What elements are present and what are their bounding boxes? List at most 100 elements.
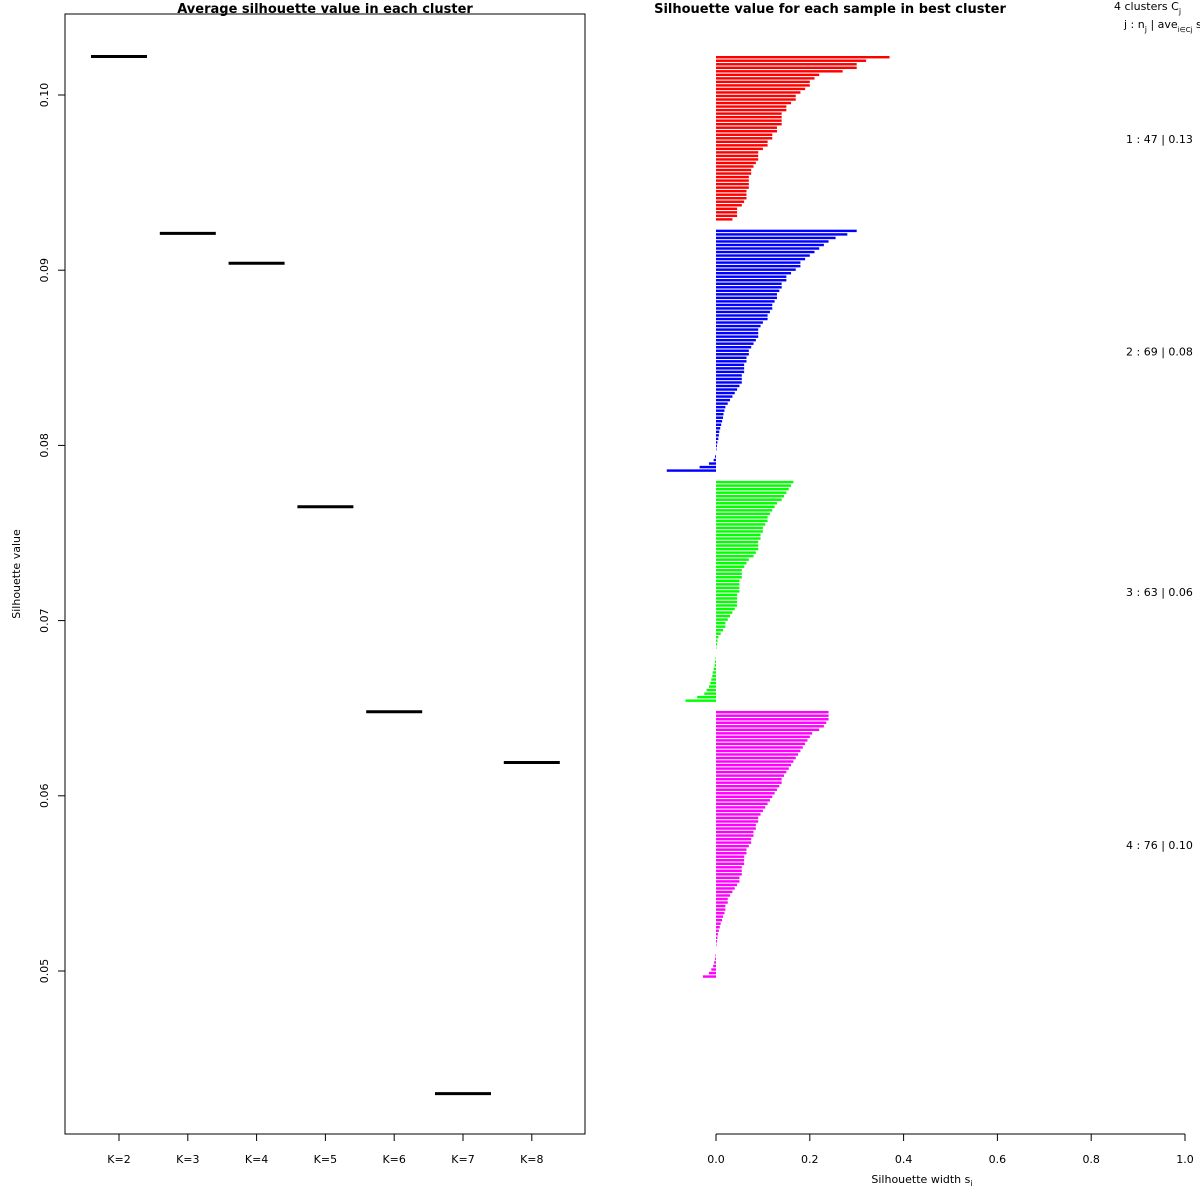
sample-bar bbox=[716, 792, 775, 795]
sample-bar bbox=[716, 487, 789, 491]
sample-bar bbox=[716, 91, 801, 94]
sample-bar bbox=[716, 314, 768, 317]
sample-bar bbox=[716, 611, 733, 614]
sample-bar bbox=[708, 685, 716, 688]
sample-bar bbox=[716, 200, 745, 203]
sample-bar bbox=[716, 108, 787, 112]
sample-bar bbox=[685, 699, 716, 702]
sample-bar bbox=[716, 621, 726, 625]
sample-bar bbox=[716, 214, 738, 218]
sample-bar bbox=[713, 964, 716, 968]
sample-bar bbox=[712, 674, 716, 678]
sample-bar bbox=[714, 664, 716, 667]
sample-bar bbox=[716, 409, 725, 412]
sample-bar bbox=[716, 388, 738, 391]
sample-bar bbox=[716, 837, 752, 841]
sample-bar bbox=[716, 395, 733, 398]
sample-bar bbox=[716, 732, 813, 735]
sample-bar bbox=[716, 940, 717, 943]
sample-bar bbox=[716, 437, 719, 441]
sample-bar bbox=[716, 763, 792, 767]
sample-bar bbox=[716, 126, 777, 129]
sample-bar bbox=[716, 904, 726, 908]
sample-bar bbox=[716, 133, 773, 136]
sample-bar bbox=[716, 753, 799, 756]
sample-bar bbox=[716, 105, 787, 108]
sample-bar bbox=[716, 855, 745, 858]
cluster-3-bars bbox=[685, 480, 794, 702]
sample-bar bbox=[716, 618, 728, 621]
sample-bar bbox=[716, 915, 724, 918]
sample-bar bbox=[716, 890, 733, 894]
sample-bar bbox=[708, 971, 716, 975]
sample-bar bbox=[716, 115, 782, 119]
sample-bar bbox=[716, 749, 801, 753]
sample-bar bbox=[716, 770, 787, 774]
sample-bar bbox=[716, 519, 768, 523]
left-y-tick-label: 0.07 bbox=[38, 608, 51, 633]
sample-bar bbox=[716, 628, 724, 632]
sample-bar bbox=[716, 140, 768, 144]
sample-bar bbox=[716, 576, 742, 579]
sample-bar bbox=[716, 572, 742, 575]
sample-bar bbox=[716, 161, 756, 165]
sample-bar bbox=[716, 300, 775, 303]
sample-bar bbox=[716, 820, 759, 823]
sample-bar bbox=[716, 73, 820, 77]
sample-bar bbox=[716, 714, 829, 717]
sample-bar bbox=[716, 384, 740, 388]
sample-bar bbox=[716, 168, 752, 172]
sample-bar bbox=[716, 236, 836, 240]
sample-bar bbox=[716, 551, 756, 554]
sample-bar bbox=[716, 725, 824, 728]
sample-bar bbox=[716, 374, 742, 377]
sample-bar bbox=[699, 465, 716, 469]
sample-bar bbox=[716, 377, 742, 381]
sample-bar bbox=[716, 243, 824, 247]
sample-bar bbox=[716, 823, 756, 827]
sample-bar bbox=[715, 660, 716, 664]
sample-bar bbox=[716, 342, 754, 345]
sample-bar bbox=[716, 848, 747, 851]
sample-bar bbox=[716, 632, 721, 635]
sample-bar bbox=[716, 866, 742, 869]
sample-bar bbox=[716, 505, 775, 508]
left-x-tick-label: K=3 bbox=[176, 1153, 199, 1166]
sample-bar bbox=[716, 84, 810, 87]
sample-bar bbox=[716, 918, 723, 922]
sample-bar bbox=[716, 802, 768, 806]
sample-bar bbox=[716, 353, 749, 356]
sample-bar bbox=[716, 331, 759, 335]
sample-bar bbox=[716, 59, 867, 62]
sample-bar bbox=[716, 254, 810, 257]
left-chart-title: Average silhouette value in each cluster bbox=[177, 2, 473, 17]
sample-bar bbox=[716, 80, 810, 84]
sample-bar bbox=[716, 869, 742, 873]
left-plot-frame bbox=[64, 13, 586, 1135]
left-y-tick-label: 0.06 bbox=[38, 784, 51, 809]
sample-bar bbox=[716, 844, 749, 848]
sample-bar bbox=[716, 179, 749, 182]
sample-bar bbox=[716, 441, 718, 444]
sample-bar bbox=[716, 335, 759, 338]
sample-bar bbox=[716, 495, 785, 498]
cluster-4-summary-label: 4 : 76 | 0.10 bbox=[1126, 839, 1193, 852]
left-y-axis-label: Silhouette value bbox=[10, 529, 23, 619]
sample-bar bbox=[716, 296, 777, 300]
sample-bar bbox=[716, 897, 728, 901]
sample-bar bbox=[716, 405, 726, 409]
sample-bar bbox=[716, 279, 787, 282]
sample-bar bbox=[716, 307, 773, 310]
sample-bar bbox=[706, 688, 716, 692]
sample-bar bbox=[716, 816, 759, 820]
cluster-1-summary-label: 1 : 47 | 0.13 bbox=[1126, 133, 1193, 146]
left-x-tick-label: K=4 bbox=[245, 1153, 268, 1166]
sample-bar bbox=[708, 462, 716, 465]
sample-bar bbox=[716, 512, 770, 516]
left-x-tick-label: K=6 bbox=[382, 1153, 405, 1166]
sample-bar bbox=[716, 579, 740, 583]
sample-bar bbox=[716, 530, 763, 533]
sample-bar bbox=[716, 583, 740, 586]
sample-bar bbox=[666, 469, 716, 472]
